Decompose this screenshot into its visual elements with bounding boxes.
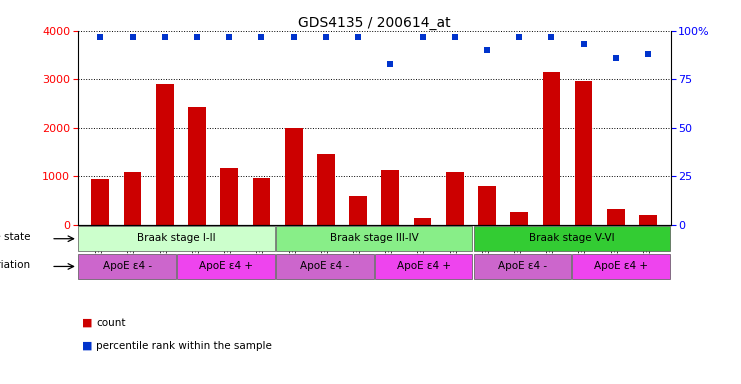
Bar [91,179,109,225]
Text: ApoE ε4 +: ApoE ε4 + [396,261,451,271]
Point [610,55,622,61]
Bar [542,72,560,225]
Point [514,33,525,40]
Bar [124,172,142,225]
Point [320,33,332,40]
Point [352,33,364,40]
Bar [79,254,176,279]
Point [191,33,203,40]
Point [94,33,106,40]
Text: Braak stage III-IV: Braak stage III-IV [330,233,419,243]
Bar [575,81,593,225]
Bar [156,84,173,225]
Text: percentile rank within the sample: percentile rank within the sample [96,341,272,351]
Point [449,33,461,40]
Text: ApoE ε4 +: ApoE ε4 + [594,261,648,271]
Bar [79,226,275,251]
Text: Braak stage V-VI: Braak stage V-VI [529,233,614,243]
Point [481,47,493,53]
Point [159,33,170,40]
Point [642,51,654,57]
Text: disease state: disease state [0,232,30,242]
Bar [573,254,670,279]
Bar [276,226,472,251]
Point [416,33,428,40]
Bar [413,218,431,225]
Bar [375,254,472,279]
Bar [473,226,670,251]
Point [256,33,268,40]
Text: ApoE ε4 +: ApoE ε4 + [199,261,253,271]
Bar [253,178,270,225]
Bar [607,209,625,225]
Point [385,61,396,67]
Text: ■: ■ [82,341,92,351]
Point [578,41,590,47]
Bar [473,254,571,279]
Point [223,33,235,40]
Bar [446,172,464,225]
Text: Braak stage I-II: Braak stage I-II [137,233,216,243]
Text: ■: ■ [82,318,92,328]
Bar [478,186,496,225]
Text: ApoE ε4 -: ApoE ε4 - [498,261,547,271]
Bar [285,128,302,225]
Text: count: count [96,318,126,328]
Point [127,33,139,40]
Bar [511,212,528,225]
Point [545,33,557,40]
Bar [317,154,335,225]
Bar [188,107,206,225]
Bar [276,254,373,279]
Text: genotype/variation: genotype/variation [0,260,30,270]
Point [288,33,299,40]
Bar [382,169,399,225]
Bar [639,215,657,225]
Bar [349,196,367,225]
Text: ApoE ε4 -: ApoE ε4 - [103,261,152,271]
Text: ApoE ε4 -: ApoE ε4 - [300,261,349,271]
Bar [220,167,238,225]
Bar [177,254,275,279]
Title: GDS4135 / 200614_at: GDS4135 / 200614_at [298,16,451,30]
